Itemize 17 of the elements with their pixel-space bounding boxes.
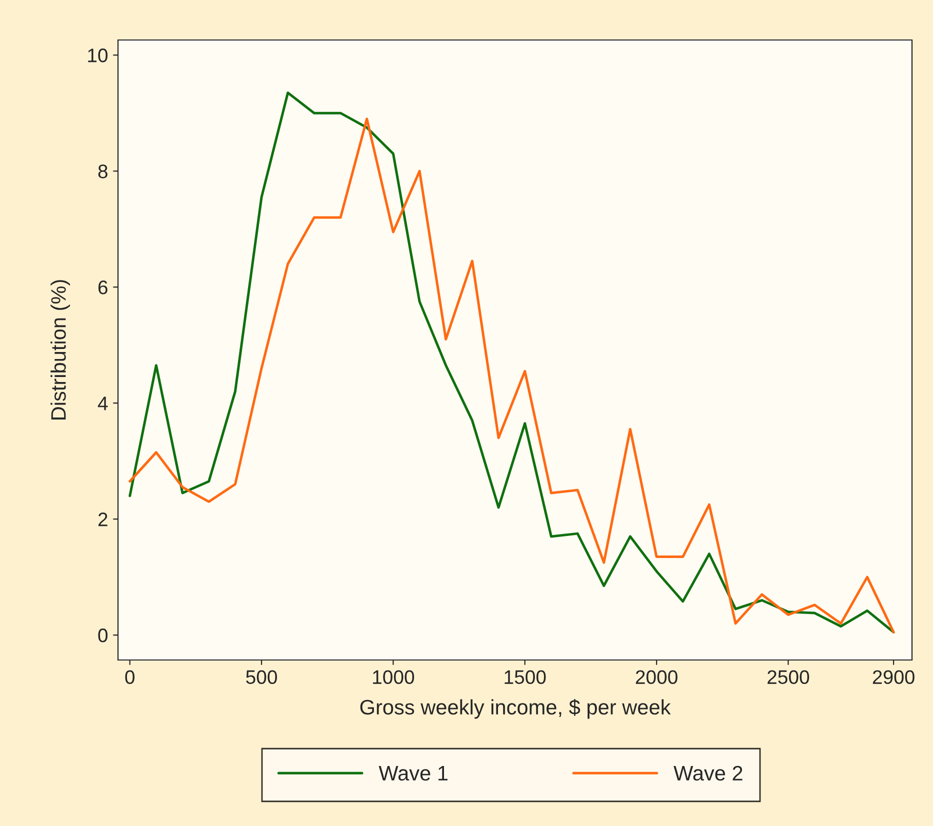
y-tick-label: 10 bbox=[88, 48, 108, 62]
x-tick-label: 2000 bbox=[636, 670, 678, 684]
legend-label: Wave 1 bbox=[378, 766, 448, 781]
x-tick-label: 2900 bbox=[872, 670, 914, 684]
y-tick-label: 0 bbox=[98, 628, 108, 642]
x-tick-label: 0 bbox=[125, 670, 134, 684]
y-tick-label: 4 bbox=[98, 396, 108, 410]
y-axis-title: Distribution (%) bbox=[50, 280, 70, 420]
x-tick-label: 500 bbox=[246, 670, 277, 684]
x-axis-title: Gross weekly income, $ per week bbox=[360, 698, 671, 719]
y-tick-label: 8 bbox=[98, 164, 108, 178]
y-tick-label: 6 bbox=[98, 280, 108, 294]
y-tick-label: 2 bbox=[98, 512, 108, 526]
x-tick-label: 1500 bbox=[504, 670, 546, 684]
x-tick-label: 1000 bbox=[373, 670, 414, 684]
legend-label: Wave 2 bbox=[674, 766, 742, 781]
x-tick-label: 2500 bbox=[768, 670, 810, 684]
